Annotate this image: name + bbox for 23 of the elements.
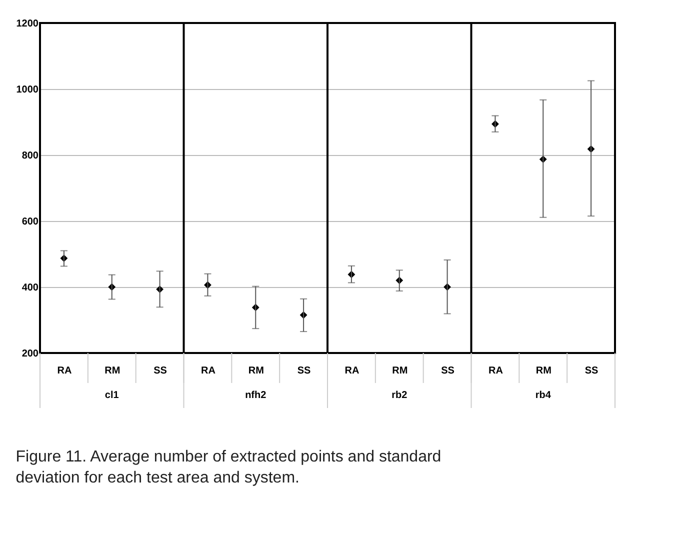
- caption: Figure 11. Average number of extracted points and standard deviation for each test area and system.: [16, 448, 442, 486]
- y-tick-label: 200: [22, 348, 39, 360]
- text: rb4: [535, 390, 552, 401]
- y-tick-label: 1200: [16, 18, 39, 30]
- x-tick-label: RA: [344, 366, 360, 376]
- x-tick-label: SS: [297, 366, 312, 376]
- text: rb2: [392, 390, 408, 401]
- x-tick-label: RM: [104, 366, 120, 376]
- text: nfh2: [245, 390, 267, 401]
- y-tick-label: 800: [22, 150, 39, 162]
- y-tick-label: 1000: [16, 84, 39, 96]
- x-tick-label: RM: [392, 366, 408, 376]
- x-tick-label: RM: [248, 366, 264, 376]
- x-tick-label: RA: [200, 366, 216, 376]
- x-tick-label: RA: [57, 366, 72, 376]
- y-tick-label: 400: [22, 282, 39, 294]
- x-tick-label: RM: [536, 366, 552, 376]
- text: cl1: [104, 390, 120, 401]
- y-tick-label: 600: [22, 216, 39, 228]
- x-tick-label: SS: [441, 366, 455, 376]
- x-tick-label: SS: [154, 366, 168, 376]
- x-tick-label: RA: [488, 366, 503, 376]
- x-tick-label: SS: [584, 366, 599, 376]
